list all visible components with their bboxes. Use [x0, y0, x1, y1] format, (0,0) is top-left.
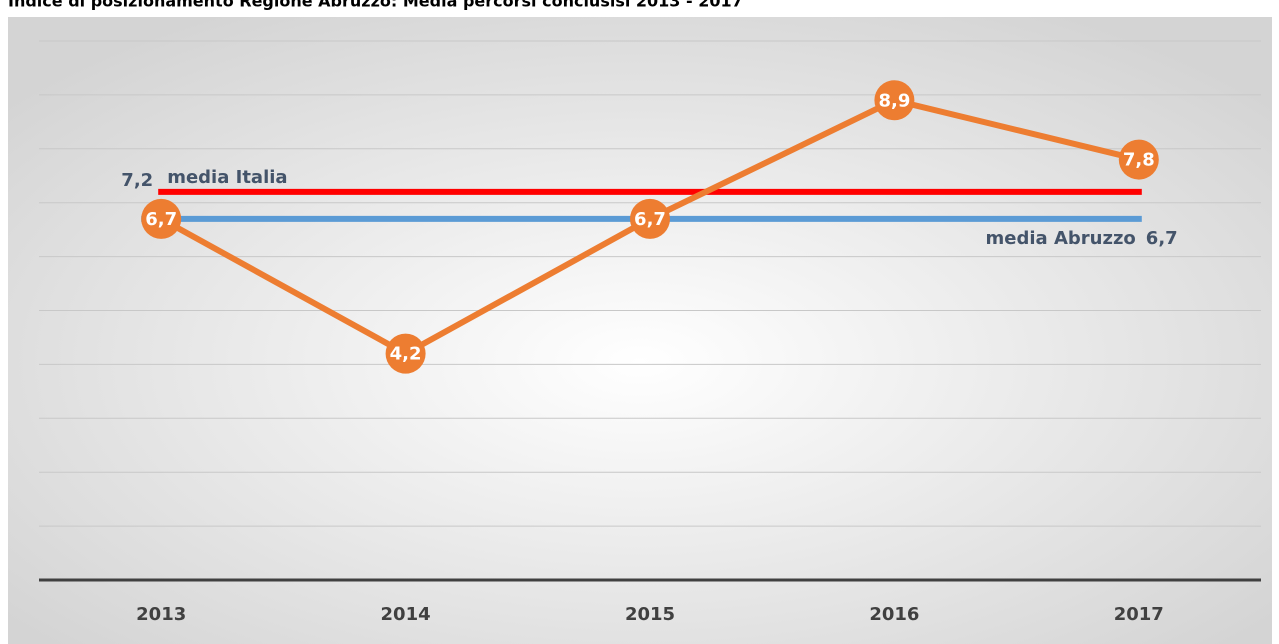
data-point — [630, 198, 670, 239]
data-point — [1118, 139, 1159, 180]
reference-value-label: 7,2 — [121, 170, 153, 191]
x-tick-label: 2015 — [625, 604, 675, 625]
plot-background — [8, 17, 1272, 644]
data-point — [141, 198, 182, 239]
data-point — [874, 80, 915, 121]
x-tick-label: 2017 — [1114, 604, 1164, 625]
reference-name-label: media Italia — [167, 167, 287, 188]
reference-value-label: 6,7 — [1146, 228, 1178, 249]
data-label: 6,7 — [145, 209, 177, 230]
reference-name-label: media Abruzzo — [986, 228, 1136, 249]
data-label: 7,8 — [1123, 150, 1155, 171]
data-label: 8,9 — [878, 90, 910, 111]
chart-title: Indice di posizionamento Regione Abruzzo… — [8, 0, 743, 11]
x-tick-label: 2014 — [381, 604, 431, 625]
x-tick-label: 2013 — [136, 604, 186, 625]
x-tick-label: 2016 — [869, 604, 919, 625]
data-label: 4,2 — [390, 344, 422, 365]
data-point — [385, 333, 426, 374]
data-label: 6,7 — [634, 209, 666, 230]
